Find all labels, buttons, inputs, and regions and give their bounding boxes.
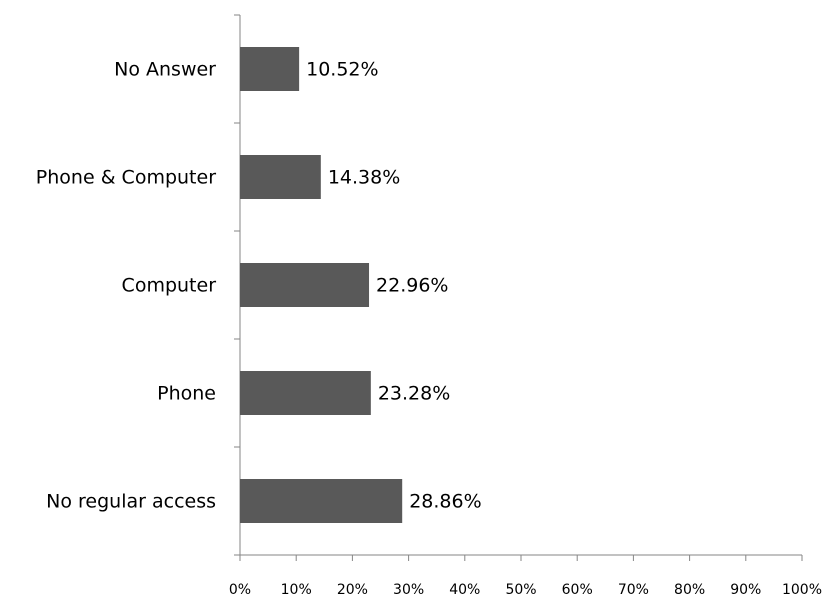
x-tick-label: 20%: [337, 582, 368, 598]
x-tick-label: 70%: [618, 582, 649, 598]
value-label: 14.38%: [328, 167, 400, 189]
bar: [240, 479, 403, 523]
x-tick-label: 10%: [281, 582, 312, 598]
bar: [240, 263, 370, 307]
x-tick-label: 50%: [505, 582, 536, 598]
y-tick-label: No Answer: [114, 59, 216, 81]
x-tick-label: 60%: [562, 582, 593, 598]
value-label: 28.86%: [409, 491, 481, 513]
y-tick-label: No regular access: [46, 491, 216, 513]
y-tick-label: Computer: [122, 275, 217, 297]
x-tick-label: 100%: [782, 582, 822, 598]
bar: [240, 371, 371, 415]
x-tick-label: 30%: [393, 582, 424, 598]
x-tick-label: 80%: [674, 582, 705, 598]
value-label: 10.52%: [306, 59, 378, 81]
x-tick-label: 40%: [449, 582, 480, 598]
y-tick-label: Phone: [157, 383, 216, 405]
bar: [240, 155, 321, 199]
x-tick-label: 0%: [229, 582, 251, 598]
x-tick-label: 90%: [730, 582, 761, 598]
value-label: 22.96%: [376, 275, 448, 297]
value-label: 23.28%: [378, 383, 450, 405]
bar: [240, 47, 300, 91]
y-tick-label: Phone & Computer: [36, 167, 216, 189]
